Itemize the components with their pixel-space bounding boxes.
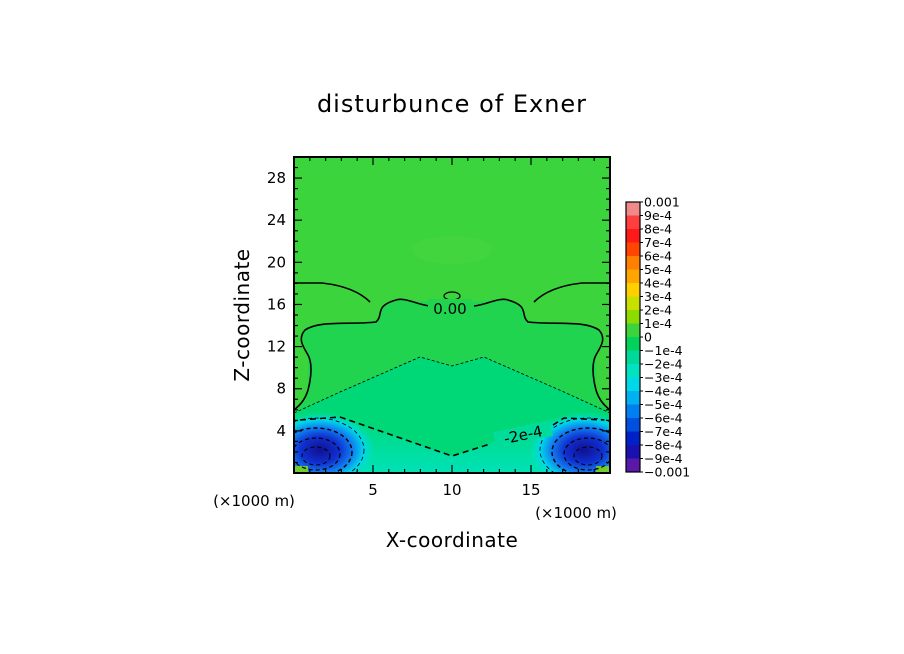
colorbar-swatch (626, 350, 640, 365)
vortex-left (294, 412, 375, 473)
contour-neg2 (299, 416, 491, 457)
colorbar-label: 7e-4 (644, 235, 672, 250)
y-tick-label: 12 (267, 338, 286, 356)
y-tick-label: 16 (267, 295, 286, 313)
contour-zero-top-right (533, 282, 610, 303)
x-axis: 5 10 15 (309, 157, 595, 499)
y-tick-label: 20 (267, 253, 286, 271)
colorbar: 0.0019e-48e-47e-46e-45e-44e-43e-42e-41e-… (625, 195, 690, 480)
colorbar-label: 8e-4 (644, 222, 672, 237)
colorbar-swatch (626, 404, 640, 419)
contour-zero (294, 298, 431, 411)
colorbar-label: −7e-4 (644, 424, 683, 439)
colorbar-label: −4e-4 (644, 384, 683, 399)
colorbar-label: −0.001 (644, 465, 690, 480)
y-tick-label: 24 (267, 211, 286, 229)
colorbar-swatch (626, 202, 640, 216)
colorbar-label: −9e-4 (644, 451, 683, 466)
colorbar-label: −3e-4 (644, 370, 683, 385)
x-tick-label: 15 (521, 481, 540, 499)
x-unit-left: (×1000 m) (213, 492, 295, 510)
colorbar-label: 0.001 (644, 195, 680, 210)
colorbar-swatch (626, 310, 640, 324)
colorbar-label: 4e-4 (644, 276, 672, 291)
vortex-contours-left (294, 417, 365, 473)
y-tick-label: 28 (267, 169, 286, 187)
colorbar-swatch (626, 229, 640, 243)
colorbar-swatch (626, 431, 640, 446)
colorbar-label: −5e-4 (644, 397, 683, 412)
colorbar-swatch (626, 283, 640, 297)
chart-title: disturbunce of Exner (317, 90, 587, 118)
colorbar-swatch (626, 458, 640, 473)
contour-neg2-right (552, 417, 605, 426)
x-unit-right: (×1000 m) (535, 504, 617, 522)
plot-area: 0.00 -2e-4 (294, 157, 610, 473)
contour-zero-right (473, 298, 610, 411)
colorbar-swatch (626, 256, 640, 270)
colorbar-swatch (626, 418, 640, 432)
colorbar-swatch (626, 377, 640, 392)
colorbar-swatch (626, 215, 640, 230)
colorbar-swatch (626, 323, 640, 338)
x-tick-label: 10 (442, 481, 461, 499)
x-axis-label: X-coordinate (386, 528, 519, 552)
colorbar-label: −8e-4 (644, 438, 683, 453)
colorbar-label: 6e-4 (644, 249, 672, 264)
contour-zero-top-left (294, 282, 371, 303)
colorbar-label: −1e-4 (644, 343, 683, 358)
colorbar-swatch (626, 296, 640, 311)
colorbar-label: 1e-4 (644, 316, 672, 331)
colorbar-label: 0 (644, 330, 652, 345)
colorbar-swatch (626, 391, 640, 405)
colorbar-swatch (626, 269, 640, 284)
vortex-contours-right (539, 417, 610, 473)
colorbar-label: 2e-4 (644, 303, 672, 318)
x-tick-label: 5 (368, 481, 378, 499)
colorbar-swatch (626, 242, 640, 257)
contour-label-zero: 0.00 (433, 300, 466, 318)
y-tick-label: 8 (276, 380, 286, 398)
field-upper-blob (412, 236, 492, 264)
colorbar-label: 3e-4 (644, 289, 672, 304)
y-axis-label: Z-coordinate (230, 248, 254, 381)
colorbar-swatch (626, 364, 640, 378)
colorbar-label: −6e-4 (644, 411, 683, 426)
colorbar-label: 5e-4 (644, 262, 672, 277)
y-axis: 4 8 12 16 20 24 28 (267, 166, 610, 464)
y-tick-label: 4 (276, 422, 286, 440)
colorbar-swatch (626, 337, 640, 351)
contour-neg1 (294, 356, 610, 414)
colorbar-swatch (626, 445, 640, 459)
colorbar-label: −2e-4 (644, 357, 683, 372)
colorbar-label: 9e-4 (644, 208, 672, 223)
